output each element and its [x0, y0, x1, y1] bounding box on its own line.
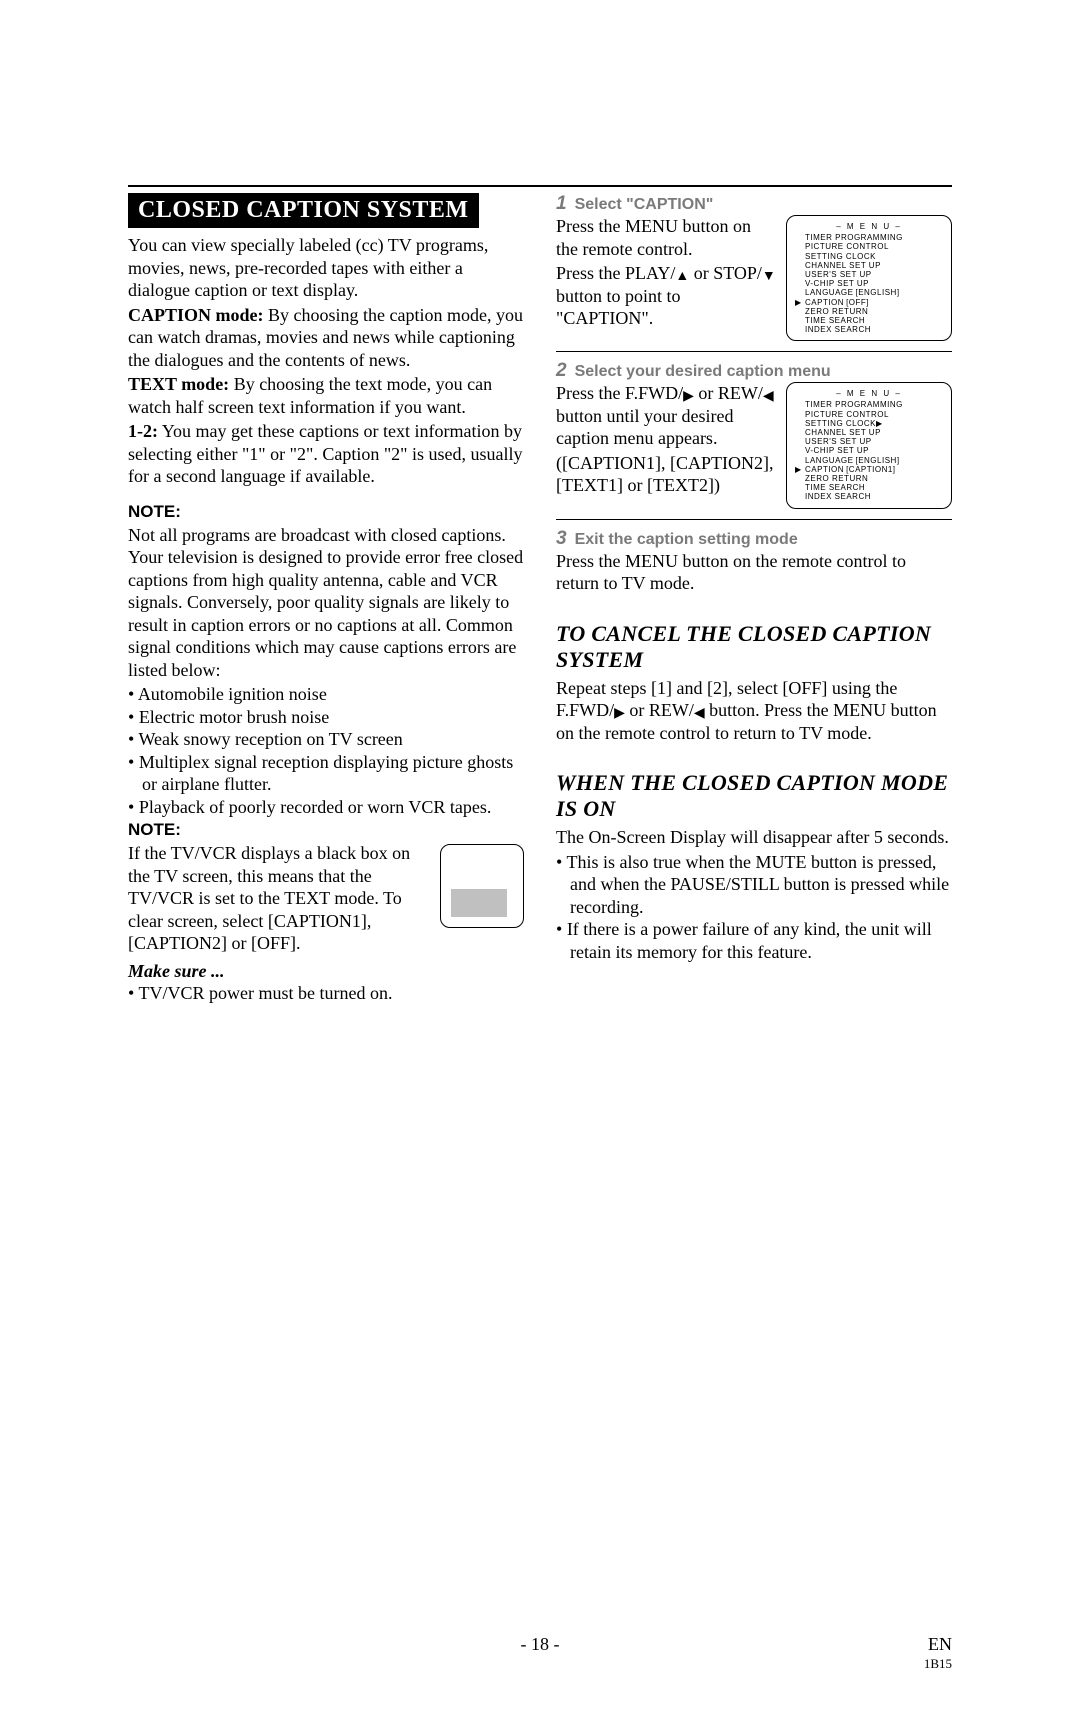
step-title: Select your desired caption menu — [575, 363, 831, 380]
step3-heading: 3 Exit the caption setting mode — [556, 528, 952, 550]
two-column-layout: CLOSED CAPTION SYSTEM You can view speci… — [128, 193, 952, 1004]
note2-row: If the TV/VCR displays a black box on th… — [128, 842, 524, 957]
top-rule — [128, 185, 952, 187]
menu-header: – M E N U – — [795, 389, 943, 398]
note2-heading: NOTE: — [128, 820, 524, 840]
list-item: TV/VCR power must be turned on. — [128, 982, 524, 1005]
right-icon: ▶ — [876, 419, 883, 428]
note1-heading: NOTE: — [128, 502, 524, 522]
caption-mode-label: CAPTION mode: — [128, 305, 264, 325]
list-item: Electric motor brush noise — [128, 706, 524, 729]
page-number: - 18 - — [128, 1634, 952, 1655]
step-number: 3 — [556, 528, 567, 549]
intro-text: You can view specially labeled (cc) TV p… — [128, 234, 524, 302]
note2-text: If the TV/VCR displays a black box on th… — [128, 842, 434, 955]
step1-text: Press the MENU button on the remote cont… — [556, 215, 776, 332]
one-two-label: 1-2: — [128, 421, 158, 441]
text-mode-label: TEXT mode: — [128, 374, 229, 394]
page-lang: EN — [928, 1634, 952, 1655]
whenon-heading: WHEN THE CLOSED CAPTION MODE IS ON — [556, 770, 952, 822]
whenon-text: The On-Screen Display will disappear aft… — [556, 826, 952, 849]
step-title: Select "CAPTION" — [575, 196, 714, 213]
step1-line1: Press the MENU button on the remote cont… — [556, 215, 776, 260]
step3-text: Press the MENU button on the remote cont… — [556, 550, 952, 595]
make-sure-list: TV/VCR power must be turned on. — [128, 982, 524, 1005]
step2-heading: 2 Select your desired caption menu — [556, 360, 952, 382]
pointer-icon: ▶ — [795, 298, 805, 307]
step2-block: Press the F.FWD/▶ or REW/◀ button until … — [556, 382, 952, 508]
blackbox-figure — [440, 844, 524, 928]
step-title: Exit the caption setting mode — [575, 531, 798, 548]
down-icon: ▼ — [762, 270, 776, 284]
right-icon: ▶ — [614, 707, 625, 721]
blackbox-gray-region — [451, 889, 507, 917]
list-item: Weak snowy reception on TV screen — [128, 728, 524, 751]
pointer-icon: ▶ — [795, 465, 805, 474]
left-column: CLOSED CAPTION SYSTEM You can view speci… — [128, 193, 524, 1004]
separator — [556, 519, 952, 520]
separator — [556, 351, 952, 352]
list-item: Playback of poorly recorded or worn VCR … — [128, 796, 524, 819]
step2-text: Press the F.FWD/▶ or REW/◀ button until … — [556, 382, 776, 499]
whenon-list: This is also true when the MUTE button i… — [556, 851, 952, 964]
menu-figure-2: – M E N U – TIMER PROGRAMMING PICTURE CO… — [786, 382, 952, 508]
step2-line2: ([CAPTION1], [CAPTION2], [TEXT1] or [TEX… — [556, 452, 776, 497]
menu-figure-1: – M E N U – TIMER PROGRAMMING PICTURE CO… — [786, 215, 952, 341]
list-item: Automobile ignition noise — [128, 683, 524, 706]
page-code: 1B15 — [924, 1656, 952, 1672]
causes-list: Automobile ignition noise Electric motor… — [128, 683, 524, 818]
make-sure-heading: Make sure ... — [128, 961, 524, 982]
page-footer: - 18 - EN 1B15 — [128, 1634, 952, 1655]
cancel-text: Repeat steps [1] and [2], select [OFF] u… — [556, 677, 952, 745]
step1-heading: 1 Select "CAPTION" — [556, 193, 952, 215]
text-mode-para: TEXT mode: By choosing the text mode, yo… — [128, 373, 524, 418]
step1-block: Press the MENU button on the remote cont… — [556, 215, 952, 341]
left-icon: ◀ — [763, 390, 774, 404]
up-icon: ▲ — [675, 270, 689, 284]
step-number: 2 — [556, 360, 567, 381]
note1-text: Not all programs are broadcast with clos… — [128, 524, 524, 682]
cancel-heading: TO CANCEL THE CLOSED CAPTION SYSTEM — [556, 621, 952, 673]
menu-header: – M E N U – — [795, 222, 943, 231]
caption-mode-para: CAPTION mode: By choosing the caption mo… — [128, 304, 524, 372]
one-two-para: 1-2: You may get these captions or text … — [128, 420, 524, 488]
step-number: 1 — [556, 193, 567, 214]
left-icon: ◀ — [694, 707, 705, 721]
section-title: CLOSED CAPTION SYSTEM — [128, 193, 479, 228]
step1-line2: Press the PLAY/▲ or STOP/▼ button to poi… — [556, 262, 776, 330]
list-item: If there is a power failure of any kind,… — [556, 918, 952, 963]
right-column: 1 Select "CAPTION" Press the MENU button… — [556, 193, 952, 1004]
one-two-text: You may get these captions or text infor… — [128, 421, 523, 486]
step2-line1: Press the F.FWD/▶ or REW/◀ button until … — [556, 382, 776, 450]
list-item: This is also true when the MUTE button i… — [556, 851, 952, 919]
list-item: Multiplex signal reception displaying pi… — [128, 751, 524, 796]
right-icon: ▶ — [683, 390, 694, 404]
